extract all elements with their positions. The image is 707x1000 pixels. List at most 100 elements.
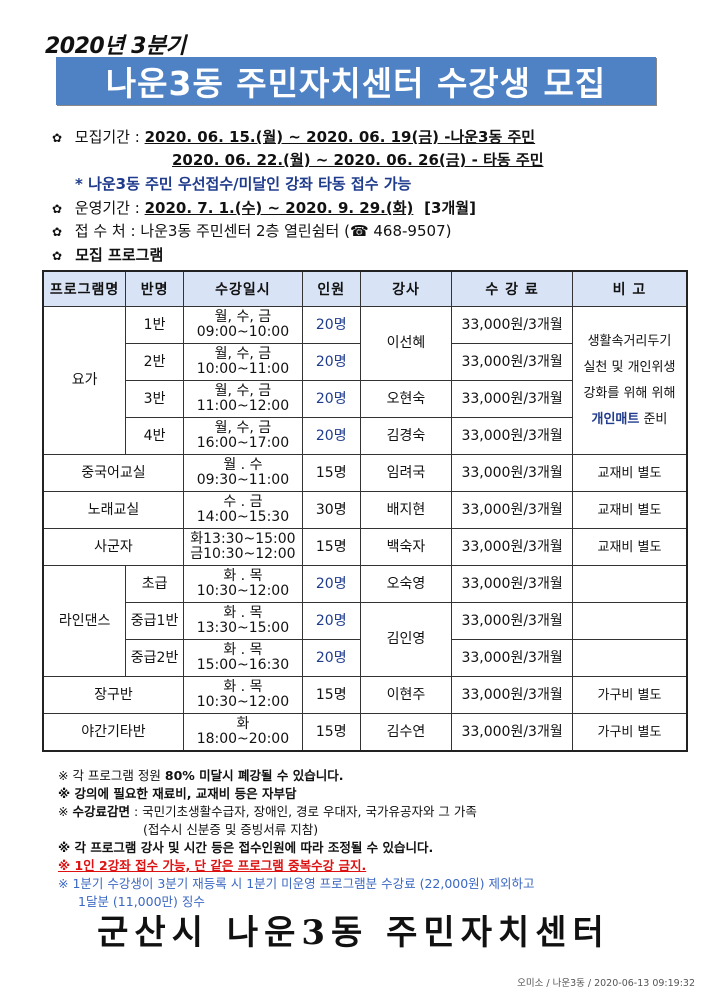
table-row: 라인댄스 초급 화 . 목 10:30~12:00 20명 오숙영 33,000원/3개월 xyxy=(42,565,688,677)
schedule-time: 16:00~17:00 xyxy=(196,435,290,451)
schedule-cell: 화 . 목 10:30~12:00 xyxy=(182,565,303,603)
schedule-cell: 화 . 목 13:30~15:00 xyxy=(182,602,303,640)
column-header: 수 강 료 xyxy=(451,270,573,307)
capacity-cell: 30명 xyxy=(301,491,361,529)
class-cell: 2반 xyxy=(125,343,184,381)
note-5-warning: ※ 1인 2강좌 접수 가능, 단 같은 프로그램 중복수강 금지. xyxy=(58,858,367,873)
note-cell: 교재비 별도 xyxy=(571,491,688,529)
schedule-days: 월, 수, 금 xyxy=(214,309,272,325)
class-cell: 초급 xyxy=(125,565,184,603)
class-cell: 중급1반 xyxy=(125,602,184,640)
schedule-cell: 수 . 금 14:00~15:30 xyxy=(182,491,303,529)
schedule-days: 화 . 목 xyxy=(223,568,263,584)
flower-bullet-icon: ✿ xyxy=(52,202,63,216)
fee-cell: 33,000원/3개월 xyxy=(451,343,573,381)
schedule-days: 화 xyxy=(236,716,250,732)
program-cell: 노래교실 xyxy=(42,491,184,529)
yoga-note-line: 강화를 위해 위해 xyxy=(583,385,676,401)
class-cell: 4반 xyxy=(125,417,184,455)
instructor-cell: 이현주 xyxy=(359,676,453,714)
schedule-days: 화13:30~15:00 xyxy=(190,531,296,547)
note-cell: 교재비 별도 xyxy=(571,528,688,566)
instructor-cell: 김경숙 xyxy=(359,417,453,455)
operation-period: ✿ 운영기간 : 2020. 7. 1.(수) ~ 2020. 9. 29.(화… xyxy=(52,197,476,218)
note-6-sub: 1달분 (11,000만) 징수 xyxy=(78,894,205,909)
schedule-days: 월, 수, 금 xyxy=(214,383,272,399)
schedule-time: 10:30~12:00 xyxy=(196,583,290,599)
schedule-days: 월 . 수 xyxy=(223,457,263,473)
organization-name: 군산시 나운3동 주민자치센터 xyxy=(97,913,610,953)
schedule-days: 화 . 목 xyxy=(223,642,263,658)
note-3-sub: (접수시 신분증 및 증빙서류 지참) xyxy=(143,822,319,837)
schedule-cell: 월, 수, 금 09:00~10:00 xyxy=(182,306,303,344)
schedule-time: 10:30~12:00 xyxy=(196,694,290,710)
note-cell: 가구비 별도 xyxy=(571,713,688,752)
yoga-note-line: 실천 및 개인위생 xyxy=(583,359,676,375)
recruit-period-2-line: 2020. 06. 22.(월) ~ 2020. 06. 26(금) - 타동 … xyxy=(172,149,544,170)
fee-cell: 33,000원/3개월 xyxy=(451,417,573,455)
table-row: 노래교실 수 . 금 14:00~15:30 30명 배지현 33,000원/3개월 교재비… xyxy=(42,491,688,529)
schedule-days: 수 . 금 xyxy=(223,494,263,510)
note-1: ※ 각 프로그램 정원 80% 미달시 폐강될 수 있습니다. xyxy=(58,765,343,784)
note-cell: 가구비 별도 xyxy=(571,676,688,714)
capacity-cell: 15명 xyxy=(301,713,361,752)
schedule-time: 15:00~16:30 xyxy=(196,657,290,673)
fee-cell: 33,000원/3개월 xyxy=(451,528,573,566)
capacity-cell: 15명 xyxy=(301,676,361,714)
program-cell: 사군자 xyxy=(42,528,184,566)
table-row: 야간기타반 화 18:00~20:00 15명 김수연 33,000원/3개월 가구비 별도 xyxy=(42,713,688,752)
program-cell: 요가 xyxy=(42,306,127,455)
schedule-time: 09:30~11:00 xyxy=(196,472,290,488)
location: ✿ 접 수 처 : 나운3동 주민센터 2층 열린쉼터 (☎ 468-9507) xyxy=(52,220,451,241)
flower-bullet-icon: ✿ xyxy=(52,131,63,145)
column-header: 인원 xyxy=(301,270,361,307)
fee-cell: 33,000원/3개월 xyxy=(451,639,573,677)
yoga-note-highlight: 개인매트 xyxy=(591,411,640,427)
instructor-cell: 오현숙 xyxy=(359,380,453,418)
schedule-time: 09:00~10:00 xyxy=(196,324,290,340)
schedule-time: 11:00~12:00 xyxy=(196,398,290,414)
program-cell: 장구반 xyxy=(42,676,184,714)
quarter-label: 2020년 3분기 xyxy=(45,34,186,59)
table-row: 4반 월, 수, 금 16:00~17:00 20명 김경숙 33,000원/3개월 xyxy=(43,417,687,455)
instructor-cell: 백숙자 xyxy=(359,528,453,566)
fee-cell: 33,000원/3개월 xyxy=(451,491,573,529)
capacity-cell: 20명 xyxy=(301,417,361,455)
fee-cell: 33,000원/3개월 xyxy=(451,602,573,640)
yoga-note-end: 준비 xyxy=(639,411,668,427)
table-row: 중급2반 화 . 목 15:00~16:30 20명 33,000원/3개월 xyxy=(43,639,688,677)
table-row: 요가 1반 월, 수, 금 09:00~10:00 20명 이선혜 33,000원/3개월 생… xyxy=(42,306,688,455)
note-cell: 교재비 별도 xyxy=(571,454,688,492)
capacity-cell: 15명 xyxy=(301,528,361,566)
note-6: ※ 1분기 수강생이 3분기 재등록 시 1분기 미운영 프로그램분 수강료 (… xyxy=(58,876,535,891)
capacity-cell: 20명 xyxy=(301,639,361,677)
schedule-cell: 화 . 목 10:30~12:00 xyxy=(182,676,303,714)
program-label: 모집 프로그램 xyxy=(75,246,164,264)
note-1-bold: 80% 미달시 폐강될 수 있습니다. xyxy=(164,768,344,783)
capacity-cell: 20명 xyxy=(301,343,361,381)
note-3-mark: ※ xyxy=(58,804,73,819)
note-2: ※ 강의에 필요한 재료비, 교재비 등은 자부담 xyxy=(58,786,297,801)
table-row: 장구반 화 . 목 10:30~12:00 15명 이현주 33,000원/3개월 가구비 … xyxy=(42,676,688,714)
operation-label: 운영기간 : xyxy=(74,199,140,217)
capacity-cell: 20명 xyxy=(301,602,361,640)
operation-dates: 2020. 7. 1.(수) ~ 2020. 9. 29.(화) xyxy=(144,199,414,217)
table-row: 사군자 화13:30~15:00 금10:30~12:00 15명 백숙자 33,000원… xyxy=(42,528,688,566)
column-header: 반명 xyxy=(125,270,184,307)
schedule-cell: 화 18:00~20:00 xyxy=(182,713,303,752)
schedule-days: 월, 수, 금 xyxy=(214,420,272,436)
note-4: ※ 각 프로그램 강사 및 시간 등은 접수인원에 따라 조정될 수 있습니다. xyxy=(58,840,434,855)
fee-cell: 33,000원/3개월 xyxy=(451,676,573,714)
page-title: 나운3동 주민자치센터 수강생 모집 xyxy=(56,57,656,105)
recruit-period-2: 2020. 06. 22.(월) ~ 2020. 06. 26(금) - 타동 … xyxy=(172,151,544,169)
fee-cell: 33,000원/3개월 xyxy=(451,713,573,752)
capacity-cell: 20명 xyxy=(301,306,361,344)
location-label: 접 수 처 : xyxy=(74,222,136,240)
schedule-cell: 월, 수, 금 10:00~11:00 xyxy=(182,343,303,381)
recruit-period-1: 2020. 06. 15.(월) ~ 2020. 06. 19(금) -나운3동… xyxy=(144,128,536,146)
table-row: 2반 월, 수, 금 10:00~11:00 20명 33,000원/3개월 xyxy=(43,343,687,381)
fee-cell: 33,000원/3개월 xyxy=(451,565,573,603)
recruit-period: ✿ 모집기간 : 2020. 06. 15.(월) ~ 2020. 06. 19… xyxy=(52,126,535,147)
class-cell: 3반 xyxy=(125,380,184,418)
